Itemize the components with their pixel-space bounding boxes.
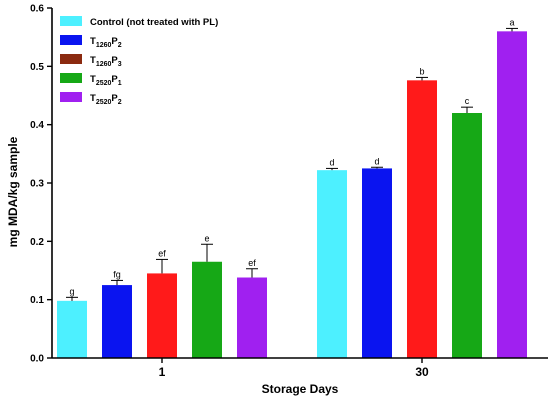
legend-swatch xyxy=(60,54,82,64)
legend-entry: T2520P2 xyxy=(90,93,122,106)
significance-letter: g xyxy=(69,286,74,296)
significance-letter: d xyxy=(329,157,334,167)
significance-letter: d xyxy=(374,156,379,166)
significance-letter: a xyxy=(509,17,514,27)
y-tick-label: 0.4 xyxy=(30,120,44,131)
bar-t2520p2-day-30 xyxy=(497,31,527,358)
y-tick-label: 0.2 xyxy=(30,237,44,248)
bar-t1260p3-day-30 xyxy=(407,80,437,358)
legend-swatch xyxy=(60,35,82,45)
significance-letter: e xyxy=(204,233,209,243)
legend-entry: Control (not treated with PL) xyxy=(90,17,218,28)
y-tick-label: 0.5 xyxy=(30,62,44,73)
significance-letter: fg xyxy=(113,269,121,279)
x-tick-label: 1 xyxy=(159,365,166,379)
bar-t2520p1-day-1 xyxy=(192,261,222,358)
legend-entry: T2520P1 xyxy=(90,74,122,87)
y-tick-label: 0.1 xyxy=(30,295,44,306)
y-axis-title: mg MDA/kg sample xyxy=(6,136,20,247)
bar-t2520p2-day-1 xyxy=(237,277,267,358)
significance-letters-layer: g fg ef e ef d d b c a xyxy=(69,17,514,296)
significance-letter: b xyxy=(419,66,424,76)
y-tick-label: 0.0 xyxy=(30,354,44,365)
y-tick-label: 0.6 xyxy=(30,4,44,15)
axes-layer: 1 30 0.0 0.1 0.2 0.3 0.4 0.5 0.6 xyxy=(30,4,548,379)
bar-control-not-treated-with-pl--day-1 xyxy=(57,300,87,358)
x-tick-label: 30 xyxy=(415,365,429,379)
error-bars-layer xyxy=(66,27,518,301)
legend-entry: T1260P2 xyxy=(90,36,122,49)
significance-letter: ef xyxy=(248,258,256,268)
bar-t1260p2-day-30 xyxy=(362,168,392,358)
y-tick-label: 0.3 xyxy=(30,179,44,190)
legend-swatch xyxy=(60,16,82,26)
bar-t2520p1-day-30 xyxy=(452,113,482,358)
legend-swatch xyxy=(60,92,82,102)
significance-letter: c xyxy=(465,96,470,106)
x-axis-title: Storage Days xyxy=(262,382,339,396)
significance-letter: ef xyxy=(158,248,166,258)
bars-layer xyxy=(57,31,527,358)
bar-control-not-treated-with-pl--day-30 xyxy=(317,170,347,358)
bar-t1260p3-day-1 xyxy=(147,273,177,358)
legend-entry: T1260P3 xyxy=(90,55,122,68)
legend-swatch xyxy=(60,73,82,83)
bar-t1260p2-day-1 xyxy=(102,285,132,358)
legend: Control (not treated with PL) T1260P2 T126… xyxy=(60,16,218,106)
